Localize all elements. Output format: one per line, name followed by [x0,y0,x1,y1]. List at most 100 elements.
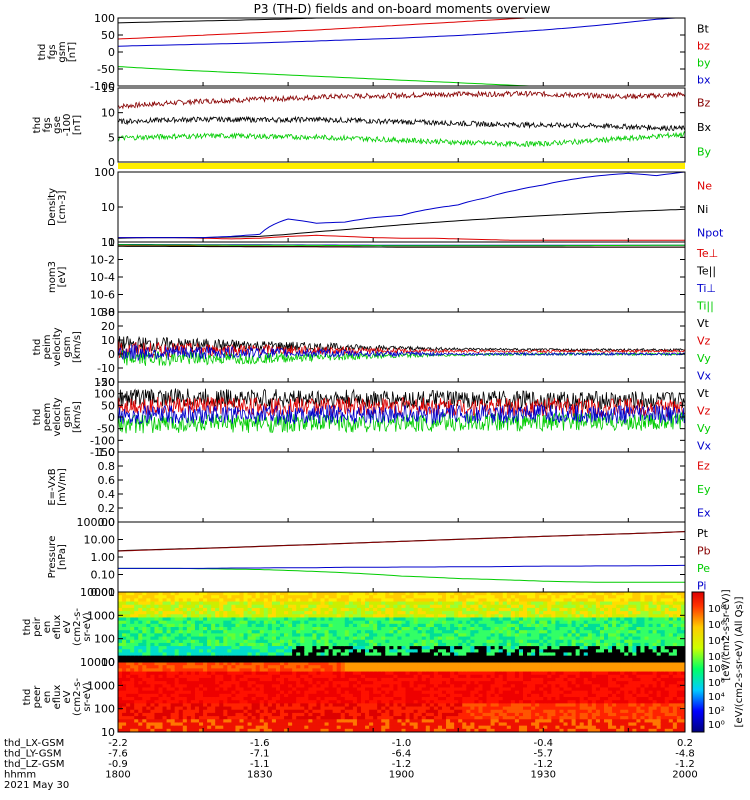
panel-frame [117,661,686,733]
legend-te: Te⊥ [696,247,718,260]
panel-frame [117,451,686,523]
panel-fgs_gsm: 100 50 0 -50 -100 thd fgs gsm [nT] Bt bz by bx [37,12,711,93]
legend-ne: Ne [697,180,712,193]
series-line-bt [118,18,331,24]
panel-frame [117,241,686,313]
y-axis-label: [nPa] [57,544,68,570]
legend-vy: Vy [697,352,711,365]
y-tick-label: 0.2 [98,502,116,515]
y-tick-label: 50 [101,399,115,412]
legend-bt: Bt [697,23,710,36]
series-line-ti [118,244,685,247]
y-tick-label: 10 [101,334,115,347]
panel-frame [117,17,686,87]
y-axis-label: -100 [62,114,73,137]
series-line-pi [118,564,685,569]
series-line-vt [118,335,685,354]
y-tick-label: 0.10 [91,569,116,582]
y-tick-label: 10.00 [84,534,116,547]
legend-ni: Ni [697,203,708,216]
y-tick-label: 1.00 [91,551,116,564]
y-axis-label: [nT] [67,42,78,62]
colorbar-tick-label: 10² [708,706,725,717]
y-tick-label: -150 [90,446,115,459]
bottom-axis: thd_LX-GSM -2.2 -1.6 -1.0 -0.4 0.2 thd_LY-GSM -… [4,738,698,791]
y-tick-label: 50 [101,29,115,42]
y-tick-label: 0.4 [98,488,116,501]
x-axis-row-label: thd_LX-GSM [4,738,64,749]
y-tick-label: 100.00 [77,516,116,529]
spectrogram-peir_eflux [118,592,685,662]
y-axis-label: eflux [52,615,63,640]
x-tick-label: -4.8 [675,749,695,760]
panel-frame [117,171,686,243]
x-tick-label: -1.2 [675,759,695,770]
x-tick-label: -1.2 [533,759,553,770]
legend-vx: Vx [697,439,712,452]
y-axis-label: eflux [52,685,63,710]
y-tick-label: 0.8 [98,460,116,473]
legend-pb: Pb [697,544,711,557]
colorbar-tick-label: 10⁶ [708,678,725,689]
legend-by: By [697,146,712,159]
colorbar-tick-label: 10⁶ [708,620,725,631]
y-tick-label: 10-8 [90,306,115,319]
x-tick-label: 1800 [105,770,130,781]
y-axis-label: peim [42,334,53,359]
y-tick-label: 5 [108,131,115,144]
y-axis-label: Density [47,188,58,226]
colorbar-label: [eV/(cm2-s-sr-eV) (All Qs)] [734,596,745,727]
legend-by: by [697,57,711,70]
y-tick-label: 0 [108,156,115,169]
y-tick-label: -20 [97,376,115,389]
x-tick-label: 1900 [389,770,414,781]
y-tick-label: 100 [94,166,115,179]
x-tick-label: 0.2 [677,738,693,749]
x-axis-row-label: thd_LZ-GSM [4,759,65,770]
y-axis-label: sr-eV) [82,682,93,711]
x-axis-row-label: hhmm [4,770,36,781]
y-tick-label: 10000 [80,656,115,669]
series-line-npot [118,172,685,239]
y-tick-label: 100 [94,12,115,25]
colorbar-tick-label: 10⁰ [708,720,725,731]
y-tick-label: 0.01 [91,586,116,599]
y-axis-label: velocity [52,397,63,436]
y-tick-label: 0 [108,46,115,59]
series-line-bz [118,90,685,110]
y-tick-label: 10 [101,726,115,739]
y-axis-label: [cm-3] [57,190,68,223]
y-tick-label: 15 [101,82,115,95]
series-line-by [118,130,685,148]
colorbar-tick-label: 10⁴ [708,636,725,647]
legend-ey: Ey [697,483,711,496]
y-tick-label: 1 [108,236,115,249]
figure-title: P3 (TH-D) fields and on-board moments ov… [254,2,551,16]
panel-peir_eflux: 10000 1000 100 10 thd peir en eflux eV (cm2-s-sr-… [22,586,686,669]
colorbar-label-secondary: [eV/(cm2-s-sr-eV)] [721,589,732,680]
panel-frame [117,521,686,593]
series-line-ni [118,208,685,239]
colorbar-tick-label: 10⁴ [708,692,725,703]
y-tick-label: 10 [101,236,115,249]
legend-vz: Vz [697,404,711,417]
y-tick-label: 0 [108,411,115,424]
y-axis-label: thd [22,689,33,706]
y-axis-label: [km/s] [72,401,83,433]
colorbar-tick-label: 10⁸ [708,664,725,675]
y-axis-label: gsm [57,41,68,62]
legend-vx: Vx [697,369,712,382]
date-label: 2021 May 30 [4,780,69,791]
x-axis-row-label: thd_LY-GSM [4,749,61,760]
legend-ti: Ti⊥ [696,282,716,295]
y-axis-label: peem [42,403,53,431]
x-tick-label: 1830 [247,770,272,781]
y-axis-label: peir [32,616,43,636]
y-axis-label: (cm2-s- [72,678,83,716]
x-tick-label: -1.6 [250,738,270,749]
